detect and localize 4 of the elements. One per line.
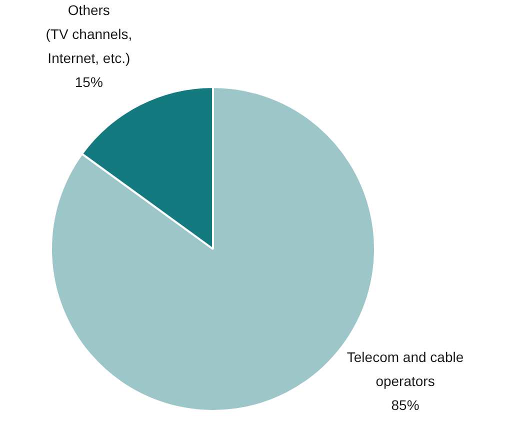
- slice-label: Telecom and cable operators: [346, 348, 464, 389]
- slice-label: Others (TV channels, Internet, etc.): [46, 2, 132, 66]
- data-label: 15%: [74, 74, 103, 90]
- data-label: 85%: [391, 396, 420, 413]
